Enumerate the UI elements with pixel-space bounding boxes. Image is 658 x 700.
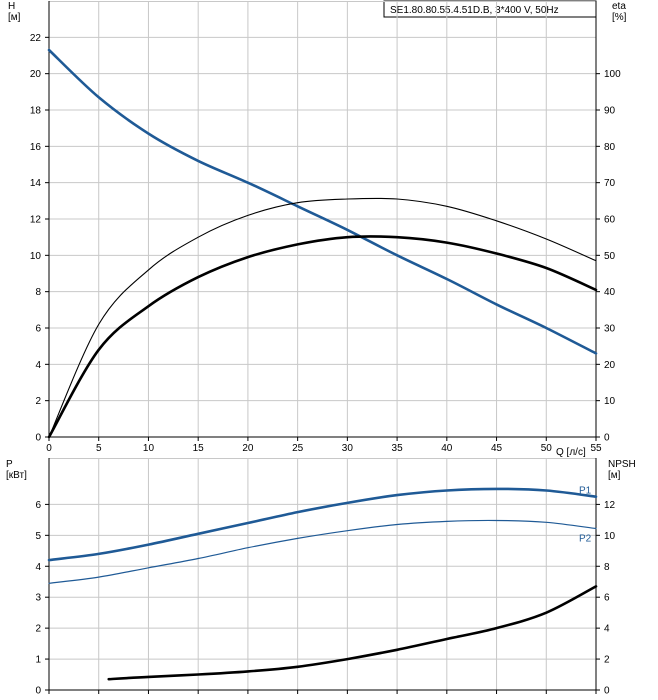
- top-left-tick-label: 6: [35, 324, 41, 335]
- grid-layer: [48, 1, 597, 691]
- tick-labels-layer: 0246810121416182022010203040506070809010…: [30, 33, 621, 697]
- top-x-tick-label: 5: [96, 443, 102, 454]
- top-right-tick-label: 30: [604, 324, 616, 335]
- top-x-tick-label: 35: [392, 443, 404, 454]
- top-x-tick-label: 20: [242, 443, 254, 454]
- bottom-left-tick-label: 3: [35, 593, 41, 604]
- top-left-tick-label: 20: [30, 69, 42, 80]
- top-series-1-line: [48, 197, 597, 438]
- top-right-tick-label: 70: [604, 178, 616, 189]
- top-left-tick-label: 2: [35, 396, 41, 407]
- top-right-tick-label: 80: [604, 142, 616, 153]
- top-x-tick-label: 55: [590, 443, 602, 454]
- bottom-left-tick-label: 5: [35, 531, 41, 542]
- bottom-right-tick-label: 4: [604, 624, 610, 635]
- top-left-tick-label: 4: [35, 360, 41, 371]
- top-left-tick-label: 18: [30, 106, 42, 117]
- bottom-right-tick-label: 2: [604, 655, 610, 666]
- top-right-tick-label: 90: [604, 106, 616, 117]
- top-left-tick-label: 16: [30, 142, 42, 153]
- top-right-axis-title: eta [%]: [612, 1, 627, 23]
- bottom-series-p1-line: [47, 487, 598, 562]
- top-right-tick-label: 0: [604, 433, 610, 444]
- bottom-right-tick-label: 10: [604, 531, 616, 542]
- bottom-left-tick-label: 6: [35, 500, 41, 511]
- bottom-right-tick-label: 8: [604, 562, 610, 573]
- top-left-tick-label: 22: [30, 33, 42, 44]
- bottom-right-tick-label: 0: [604, 686, 610, 697]
- top-x-axis-title: Q [л/с]: [556, 447, 586, 458]
- top-left-tick-label: 8: [35, 287, 41, 298]
- top-series-2-line: [47, 235, 598, 439]
- bottom-left-axis-title: P [кВт]: [6, 459, 27, 481]
- top-x-tick-label: 45: [491, 443, 503, 454]
- top-left-tick-label: 14: [30, 178, 42, 189]
- top-right-tick-label: 50: [604, 251, 616, 262]
- bottom-series-2-line: [107, 585, 598, 681]
- top-x-tick-label: 0: [46, 443, 52, 454]
- top-right-tick-label: 60: [604, 215, 616, 226]
- top-x-tick-label: 40: [441, 443, 453, 454]
- top-left-tick-label: 12: [30, 215, 42, 226]
- legend: SE1.80.80.55.4.51D.B, 3*400 V, 50Hz: [383, 0, 597, 18]
- bottom-right-tick-label: 12: [604, 500, 616, 511]
- bottom-right-tick-label: 6: [604, 593, 610, 604]
- axes-layer: [45, 1, 600, 694]
- bottom-left-tick-label: 4: [35, 562, 41, 573]
- top-x-tick-label: 50: [541, 443, 553, 454]
- top-right-tick-label: 100: [604, 69, 621, 80]
- top-right-tick-label: 10: [604, 396, 616, 407]
- top-x-tick-label: 25: [292, 443, 304, 454]
- top-right-tick-label: 20: [604, 360, 616, 371]
- legend-text: SE1.80.80.55.4.51D.B, 3*400 V, 50Hz: [390, 5, 559, 16]
- top-series-0-line: [47, 48, 598, 355]
- top-left-tick-label: 0: [35, 433, 41, 444]
- bottom-series-label-p1: P1: [579, 486, 592, 497]
- bottom-right-axis-title: NPSH [м]: [608, 459, 636, 481]
- bottom-left-tick-label: 2: [35, 624, 41, 635]
- bottom-left-tick-label: 0: [35, 686, 41, 697]
- top-left-axis-title: H [м]: [8, 1, 21, 23]
- top-left-tick-label: 10: [30, 251, 42, 262]
- bottom-series-label-p2: P2: [579, 534, 592, 545]
- top-x-tick-label: 30: [342, 443, 354, 454]
- top-x-tick-label: 15: [193, 443, 205, 454]
- series-layer: [47, 48, 598, 681]
- top-right-tick-label: 40: [604, 287, 616, 298]
- series-labels-layer: P1 P2: [579, 486, 592, 545]
- top-x-tick-label: 10: [143, 443, 155, 454]
- bottom-series-p2-line: [48, 519, 597, 584]
- bottom-left-tick-label: 1: [35, 655, 41, 666]
